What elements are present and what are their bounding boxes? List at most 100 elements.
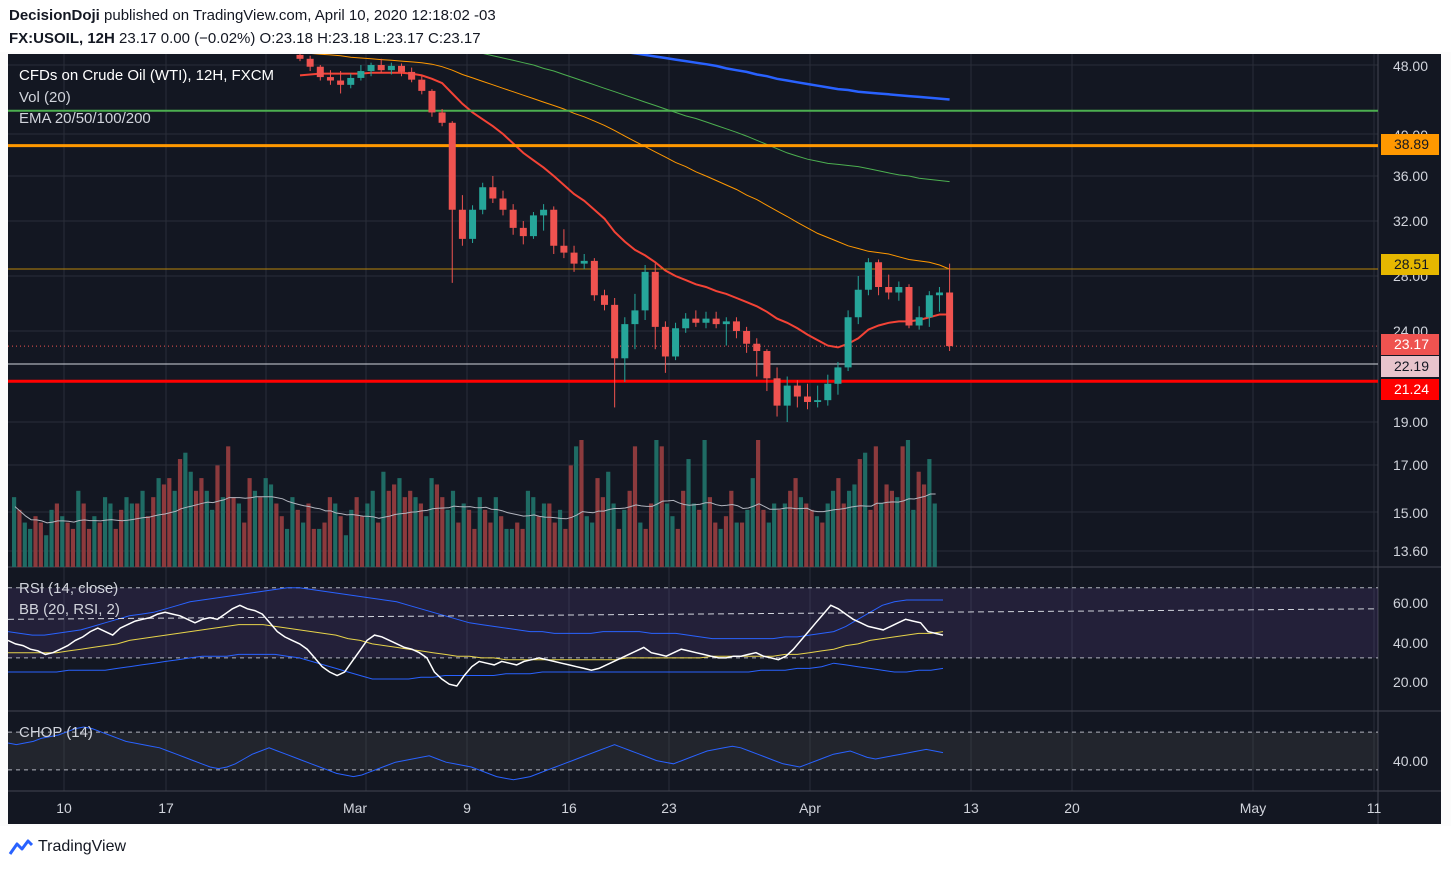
volume-bar: [579, 440, 584, 567]
volume-bar: [54, 503, 59, 567]
volume-bar: [247, 478, 252, 567]
candle-body: [722, 321, 730, 325]
volume-bar: [793, 478, 798, 567]
volume-bar: [713, 522, 718, 567]
candle-body: [773, 378, 781, 406]
brand-label: TradingView: [38, 838, 127, 855]
volume-bar: [295, 509, 300, 567]
volume-bar: [215, 465, 220, 567]
candle-body: [458, 209, 466, 239]
volume-bar: [884, 484, 889, 567]
volume-bar: [370, 490, 375, 567]
volume-bar: [188, 471, 193, 567]
volume-bar: [691, 503, 696, 567]
legend-bb: BB (20, RSI, 2): [19, 601, 120, 618]
volume-bar: [729, 490, 734, 567]
candle-body: [824, 383, 832, 401]
price-chart-svg[interactable]: 48.0040.0036.0032.0028.0024.0019.0017.00…: [8, 54, 1441, 824]
volume-bar: [311, 528, 316, 567]
candle-body: [296, 54, 304, 59]
legend-rsi: RSI (14, close): [19, 580, 118, 597]
volume-bar: [472, 528, 477, 567]
quote-line: FX:USOIL, 12H 23.17 0.00 (−0.02%) O:23.1…: [9, 30, 481, 47]
volume-bar: [429, 478, 434, 567]
chart-area[interactable]: 48.0040.0036.0032.0028.0024.0019.0017.00…: [8, 54, 1441, 824]
volume-bar: [557, 509, 563, 567]
volume-bar: [333, 503, 338, 567]
volume-bar: [895, 497, 900, 567]
candle-body: [946, 292, 954, 347]
volume-bar: [44, 535, 49, 567]
volume-bar: [911, 509, 916, 567]
volume-bar: [659, 446, 664, 567]
candle-body: [580, 260, 588, 264]
volume-bar: [349, 509, 354, 567]
volume-bar: [397, 478, 402, 567]
volume-bar: [151, 497, 156, 567]
candle-body: [316, 66, 324, 78]
volume-bar: [584, 516, 589, 567]
candle-body: [367, 65, 375, 72]
candle-body: [692, 318, 700, 323]
volume-bar: [681, 490, 686, 567]
volume-bar: [697, 509, 702, 567]
volume-bar: [199, 478, 204, 567]
candle-body: [428, 90, 436, 113]
volume-bar: [766, 522, 771, 567]
volume-bar: [675, 528, 680, 567]
chop-line: [8, 726, 944, 781]
volume-bar: [921, 484, 927, 567]
volume-bar: [665, 503, 670, 567]
chop-band-fill: [8, 732, 1378, 770]
volume-bar: [686, 459, 691, 567]
volume-bar: [900, 446, 905, 567]
candle-body: [834, 367, 842, 384]
volume-bar: [466, 509, 472, 567]
volume-bar: [809, 509, 814, 567]
volume-bar: [65, 522, 70, 567]
volume-bar: [825, 503, 830, 567]
volume-bar: [317, 528, 322, 567]
candle-body: [337, 80, 345, 85]
volume-bar: [520, 528, 525, 567]
volume-bar: [284, 528, 290, 567]
volume-ma-line: [14, 493, 936, 524]
volume-bar: [76, 490, 81, 567]
volume-bar: [408, 490, 413, 567]
volume-bar: [204, 490, 209, 567]
candle-body: [631, 310, 639, 325]
volume-bar: [525, 490, 531, 567]
volume-bar: [627, 490, 632, 567]
candle-body: [590, 260, 598, 296]
volume-bar: [531, 497, 536, 567]
candle-body: [479, 187, 487, 210]
candle-body: [651, 271, 659, 327]
author-name[interactable]: DecisionDoji: [9, 7, 100, 24]
candle-body: [763, 351, 771, 379]
price-badge-label: 38.89: [1394, 136, 1429, 152]
candle-body: [448, 122, 456, 210]
candle-body: [844, 317, 852, 368]
candle-body: [509, 209, 517, 228]
volume-bar: [643, 528, 648, 567]
tradingview-brand[interactable]: TradingView: [8, 838, 126, 856]
candle-body: [682, 318, 690, 329]
volume-bar: [563, 528, 568, 567]
volume-bar: [108, 503, 113, 567]
volume-bar: [477, 497, 482, 567]
volume-bar: [772, 503, 777, 567]
volume-bar: [488, 522, 493, 567]
volume-bar: [402, 497, 407, 567]
volume-bar: [483, 509, 488, 567]
volume-bar: [359, 516, 365, 567]
volume-bar: [739, 522, 745, 567]
candle-body: [925, 295, 933, 318]
publish-info: DecisionDoji published on TradingView.co…: [9, 7, 496, 24]
rsi-axis-tick: 60.00: [1393, 595, 1428, 611]
rsi-axis-tick: 40.00: [1393, 635, 1428, 651]
volume-bar: [177, 459, 183, 567]
time-axis-label: May: [1240, 800, 1266, 816]
ema50-line: [311, 54, 950, 270]
candle-body: [377, 65, 385, 71]
bb-upper-line: [8, 587, 943, 640]
